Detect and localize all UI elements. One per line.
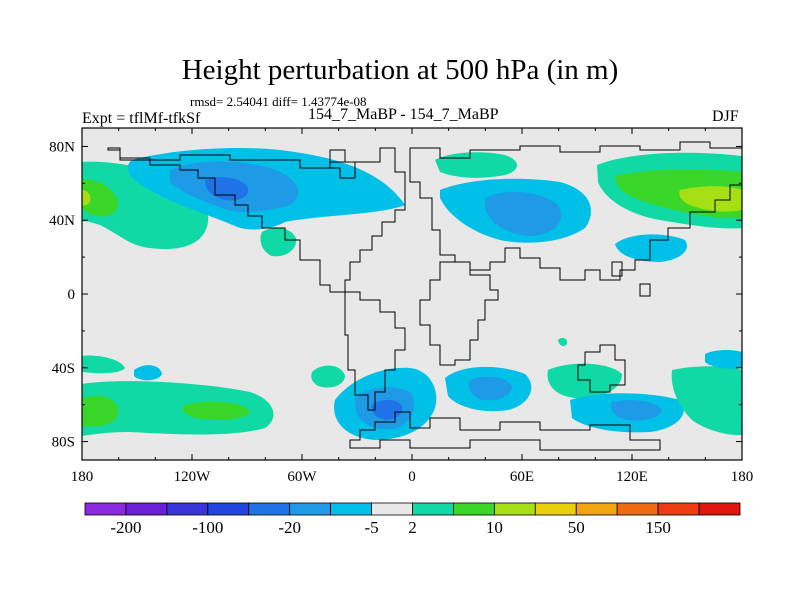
chart-title: Height perturbation at 500 hPa (in m) xyxy=(181,54,619,86)
colorbar-swatch xyxy=(289,502,332,516)
experiment-label: Expt = tflMf-tfkSf xyxy=(82,110,201,127)
colorbar-swatch xyxy=(534,502,577,516)
contour-south-pacific-west xyxy=(82,355,125,374)
contour-south-atlantic-positive xyxy=(311,365,345,388)
colorbar-swatch xyxy=(371,502,413,516)
south-america-outline xyxy=(344,291,406,411)
colorbar-label: -20 xyxy=(278,518,301,537)
contour-southern-indian-positive xyxy=(547,363,622,399)
colorbar-swatch xyxy=(207,502,250,516)
x-tick-label: 180 xyxy=(71,469,94,485)
contour-north-pacific-west-core xyxy=(82,179,119,217)
colorbar-swatch xyxy=(575,502,618,516)
colorbar-label: 150 xyxy=(645,518,671,537)
axes: 180 120W 60W 0 60E 120E 180 80N 40N 0 40S 80S xyxy=(49,128,753,485)
greenland-outline xyxy=(329,149,356,179)
contour-south-pacific-core-2 xyxy=(182,401,250,420)
colorbar-label: -5 xyxy=(364,518,378,537)
land-outline xyxy=(107,141,743,451)
y-tick-label: 40N xyxy=(49,213,75,229)
contour-pacific-negative xyxy=(615,234,688,262)
contour-southern-ocean-indian-west-core xyxy=(468,376,512,401)
colorbar-swatch xyxy=(493,502,536,516)
colorbar-swatch xyxy=(453,502,495,516)
x-tick-label: 120W xyxy=(174,469,212,485)
x-tick-label: 180 xyxy=(731,469,754,485)
colorbar-swatch xyxy=(125,502,168,516)
colorbar-swatch xyxy=(616,502,659,516)
colorbar-swatch xyxy=(330,502,372,516)
contour-north-america-positive xyxy=(260,228,297,257)
colorbar-label: 10 xyxy=(486,518,503,537)
colorbar-swatch xyxy=(84,502,127,516)
x-tick-label: 120E xyxy=(616,469,648,485)
colorbar-swatch xyxy=(412,502,454,516)
contour-south-pacific xyxy=(82,381,274,436)
australia-outline xyxy=(577,344,626,393)
contour-north-pacific-west-peak xyxy=(82,190,91,206)
colorbar-label: 2 xyxy=(408,518,417,537)
season-label: DJF xyxy=(712,108,739,125)
colorbar-label: -100 xyxy=(192,518,223,537)
case-label: 154_7_MaBP - 154_7_MaBP xyxy=(308,106,499,123)
africa-outline xyxy=(419,261,499,366)
y-tick-label: 0 xyxy=(68,287,76,303)
contour-southern-ocean-indian-core xyxy=(610,400,662,421)
colorbar: -200 -100 -20 -5 2 10 50 150 xyxy=(84,502,741,537)
contour-south-pacific-negative xyxy=(134,365,162,381)
contour-southern-indian-small xyxy=(558,337,568,347)
stats-label: rmsd= 2.54041 diff= 1.43774e-08 xyxy=(190,94,367,109)
contour-north-pacific-east-peak xyxy=(679,186,742,212)
contour-south-pacific-core xyxy=(82,395,119,427)
japan-outline xyxy=(611,261,623,277)
antarctica-outline xyxy=(349,411,661,451)
colorbar-label: -200 xyxy=(110,518,141,537)
island-outline xyxy=(639,283,651,297)
colorbar-swatch xyxy=(248,502,291,516)
contour-arctic-positive xyxy=(435,152,518,178)
colorbar-label: 50 xyxy=(568,518,585,537)
y-tick-label: 40S xyxy=(52,361,75,377)
y-tick-label: 80N xyxy=(49,139,75,155)
contour-fills xyxy=(82,148,742,440)
colorbar-swatch xyxy=(166,502,209,516)
x-tick-label: 0 xyxy=(408,469,416,485)
colorbar-swatch xyxy=(657,502,700,516)
x-tick-label: 60E xyxy=(510,469,534,485)
contour-south-pacific-east xyxy=(671,366,742,436)
contour-siberia-peak xyxy=(503,206,540,230)
y-tick-label: 80S xyxy=(52,435,75,451)
x-tick-label: 60W xyxy=(287,469,317,485)
contour-south-pacific-east-negative xyxy=(705,350,742,369)
colorbar-swatch xyxy=(698,502,741,516)
map-panel xyxy=(81,127,743,461)
